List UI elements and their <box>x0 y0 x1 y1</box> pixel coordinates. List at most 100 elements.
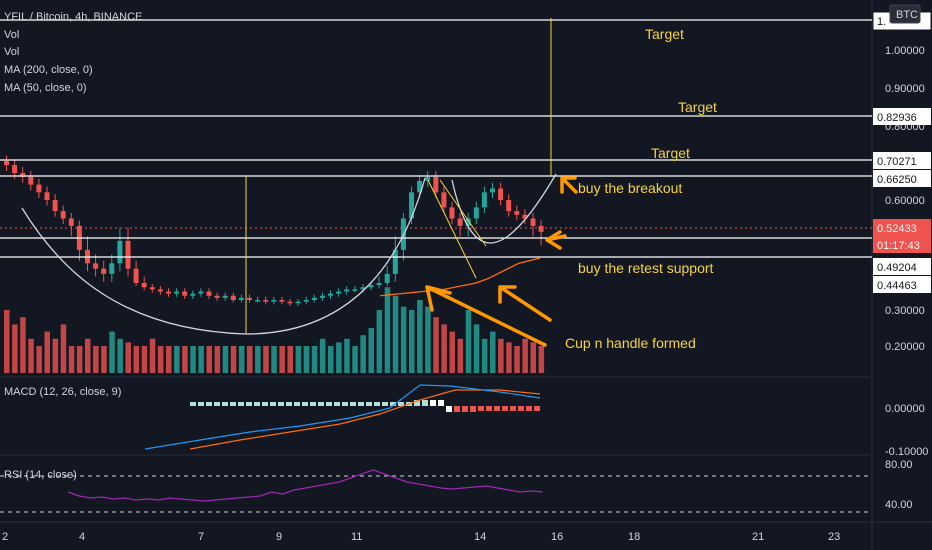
candle-body <box>376 282 382 286</box>
candle-body <box>465 218 471 226</box>
candle-body <box>352 289 358 291</box>
macd-hist-bar <box>310 402 316 406</box>
volume-bar <box>336 342 342 373</box>
macd-hist-bar <box>534 406 540 411</box>
macd-hist-bar <box>374 402 380 406</box>
volume-bar <box>166 346 172 373</box>
candle-body <box>530 218 536 226</box>
volume-bar <box>182 346 188 373</box>
indicator-ma200[interactable]: MA (200, close, 0) <box>4 64 93 76</box>
annotation-cup-handle: Cup n handle formed <box>565 335 696 351</box>
macd-hist-bar <box>390 402 396 406</box>
candle-body <box>384 273 390 283</box>
candle-body <box>368 285 374 288</box>
currency-badge[interactable] <box>889 4 921 24</box>
candle-body <box>174 291 180 294</box>
candle-body <box>222 295 228 298</box>
volume-bar <box>449 331 455 373</box>
macd-hist-bar <box>462 406 468 412</box>
volume-bar <box>368 328 374 373</box>
candle-body <box>238 297 244 300</box>
macd-hist-bar <box>422 400 428 406</box>
candle-body <box>133 268 139 283</box>
annotation-buy-retest: buy the retest support <box>578 260 714 276</box>
time-tick: 16 <box>551 531 563 543</box>
horizontal-levels <box>0 19 872 258</box>
time-axis[interactable]: 2 4 7 9 11 14 16 18 21 23 <box>2 531 840 543</box>
volume-bar <box>352 346 358 373</box>
current-price-tag <box>873 219 931 236</box>
time-tick: 7 <box>198 531 204 543</box>
volume-bar <box>384 287 391 373</box>
candle-body <box>206 291 212 296</box>
volume-bar <box>506 342 512 373</box>
time-tick: 11 <box>351 531 362 543</box>
volume-bar <box>52 338 59 373</box>
volume-bars <box>4 287 545 373</box>
volume-bar <box>238 346 245 373</box>
volume-bar <box>20 317 26 373</box>
handle-channel-upper <box>427 179 477 279</box>
volume-bar <box>328 346 334 373</box>
candle-body <box>303 300 309 302</box>
arrow-cup-short <box>498 285 552 322</box>
candle-body <box>319 295 325 298</box>
volume-bar <box>4 310 10 373</box>
candle-body <box>36 184 42 193</box>
volume-bar <box>36 346 42 373</box>
volume-bar <box>538 346 545 373</box>
indicator-vol-2[interactable]: Vol <box>4 46 19 58</box>
handle-curve <box>451 173 557 244</box>
macd-hist-bar <box>294 402 300 406</box>
candle-body <box>12 165 18 174</box>
macd-hist-bar <box>502 406 508 411</box>
volume-bar <box>28 338 34 373</box>
macd-hist-bar <box>518 406 524 411</box>
volume-bar <box>271 346 277 373</box>
time-tick: 4 <box>79 531 85 543</box>
macd-legend[interactable]: MACD (12, 26, close, 9) <box>4 386 121 398</box>
volume-bar <box>441 324 447 373</box>
symbol-title[interactable]: YFIL / Bitcoin, 4h, BINANCE <box>4 11 142 23</box>
candle-body <box>522 214 528 219</box>
volume-bar <box>12 324 18 373</box>
candle-body <box>538 225 544 232</box>
candle-body <box>498 188 504 200</box>
volume-bar <box>174 346 180 373</box>
volume-bar <box>157 346 164 373</box>
volume-bar <box>76 346 83 373</box>
volume-bar <box>433 317 439 373</box>
candle-body <box>514 211 520 215</box>
volume-bar <box>222 346 229 373</box>
price-tag-text: 1. <box>877 16 886 28</box>
indicator-ma50[interactable]: MA (50, close, 0) <box>4 82 87 94</box>
time-tick: 23 <box>828 531 840 543</box>
price-tags: 1. 0.82936 0.70271 0.66250 0.52433 01:17… <box>872 11 932 293</box>
volume-bar <box>344 338 350 373</box>
indicator-vol-1[interactable]: Vol <box>4 29 19 41</box>
candle-body <box>20 173 26 177</box>
candle-body <box>4 161 9 166</box>
time-tick: 14 <box>474 531 486 543</box>
volume-bar <box>93 346 99 373</box>
macd-hist-bar <box>190 402 196 406</box>
volume-bar <box>287 346 293 373</box>
annotation-target-3: Target <box>651 145 690 161</box>
macd-hist-bar <box>382 402 388 406</box>
price-tag-box <box>873 108 931 125</box>
volume-bar <box>295 346 302 373</box>
price-tag-text: 0.82936 <box>877 112 917 124</box>
rsi-legend[interactable]: RSI (14, close) <box>4 469 77 481</box>
volume-bar <box>465 310 472 373</box>
volume-bar <box>44 331 50 373</box>
volume-bar <box>530 342 536 373</box>
volume-bar <box>457 338 464 373</box>
volume-bar <box>125 342 131 373</box>
macd-hist-bar <box>238 402 244 406</box>
macd-hist-bar <box>494 406 500 411</box>
candle-body <box>473 207 479 219</box>
price-axis[interactable]: 1.00000 0.90000 0.80000 0.60000 0.30000 … <box>885 45 925 353</box>
ma200-line <box>379 257 541 297</box>
volume-bar <box>417 300 423 373</box>
